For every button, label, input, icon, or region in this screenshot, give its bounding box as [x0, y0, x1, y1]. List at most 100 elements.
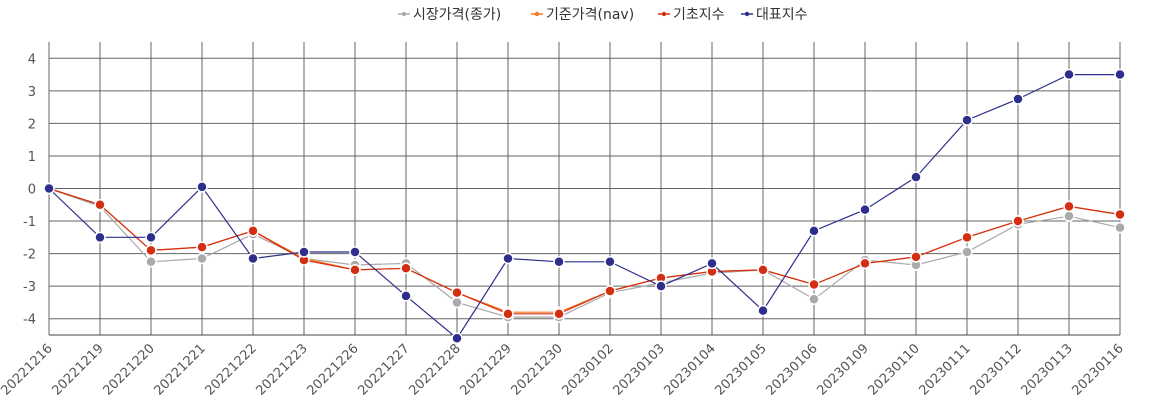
data-point[interactable] — [859, 257, 871, 270]
data-point[interactable] — [247, 252, 259, 265]
data-point[interactable] — [1012, 215, 1024, 227]
x-tick-label: 20230105 — [712, 341, 769, 398]
legend-swatch-dot — [744, 11, 750, 17]
data-point[interactable] — [1114, 221, 1126, 234]
x-tick-label: 20221227 — [355, 341, 412, 398]
data-point[interactable] — [349, 246, 361, 258]
data-point[interactable] — [961, 246, 973, 258]
series-line — [48, 187, 1121, 318]
y-tick-label: 4 — [28, 52, 36, 67]
data-point[interactable] — [451, 332, 463, 345]
data-point[interactable] — [94, 199, 106, 211]
data-point[interactable] — [910, 251, 922, 263]
data-point[interactable] — [145, 231, 157, 244]
x-tick-label: 20221230 — [508, 341, 565, 398]
legend-swatch-dot — [661, 11, 667, 17]
data-point[interactable] — [502, 308, 514, 320]
data-point[interactable] — [1063, 200, 1075, 213]
data-point[interactable] — [196, 241, 208, 253]
x-axis: 2022121620221219202212202022122120221222… — [0, 341, 1127, 398]
data-point[interactable] — [553, 308, 565, 320]
data-point[interactable] — [43, 182, 55, 195]
y-tick-label: 1 — [28, 150, 36, 165]
x-tick-label: 20221216 — [0, 341, 56, 398]
data-point[interactable] — [247, 225, 259, 237]
series-layer — [43, 68, 1126, 345]
legend-swatch-dot — [534, 11, 540, 17]
series-3 — [43, 68, 1126, 345]
data-point[interactable] — [502, 252, 514, 265]
data-point[interactable] — [196, 181, 208, 193]
x-tick-label: 20221219 — [49, 341, 106, 398]
data-point[interactable] — [910, 171, 922, 183]
series-2 — [43, 182, 1126, 320]
data-point[interactable] — [859, 203, 871, 216]
legend-item[interactable]: 기초지수 — [658, 7, 725, 23]
data-point[interactable] — [553, 256, 565, 268]
series-line — [48, 187, 1121, 315]
legend-label: 시장가격(종가) — [413, 7, 501, 23]
data-point[interactable] — [400, 290, 412, 302]
data-point[interactable] — [808, 293, 820, 305]
y-tick-label: -3 — [23, 280, 36, 295]
data-point[interactable] — [961, 114, 973, 126]
data-point[interactable] — [94, 231, 106, 244]
y-tick-label: -1 — [23, 215, 36, 230]
y-tick-label: -4 — [23, 313, 36, 328]
x-tick-label: 20230112 — [967, 341, 1024, 398]
data-point[interactable] — [451, 296, 463, 309]
legend-item[interactable]: 시장가격(종가) — [398, 7, 501, 23]
data-point[interactable] — [604, 256, 616, 268]
legend-label: 기초지수 — [673, 7, 725, 23]
x-tick-label: 20230106 — [763, 341, 820, 398]
data-point[interactable] — [298, 246, 310, 258]
y-tick-label: -2 — [23, 248, 36, 263]
data-point[interactable] — [196, 252, 208, 265]
x-tick-label: 20221222 — [202, 341, 259, 398]
data-point[interactable] — [1012, 93, 1024, 105]
y-tick-label: 2 — [28, 117, 36, 132]
x-tick-label: 20221229 — [457, 341, 514, 398]
data-point[interactable] — [706, 257, 718, 270]
legend-swatch-dot — [401, 11, 407, 17]
data-point[interactable] — [451, 286, 463, 299]
x-tick-label: 20221223 — [253, 341, 310, 398]
data-point[interactable] — [1114, 68, 1126, 81]
legend-item[interactable]: 대표지수 — [741, 7, 808, 23]
series-line — [48, 187, 1121, 313]
data-point[interactable] — [757, 264, 769, 276]
grid — [48, 42, 1121, 336]
x-tick-label: 20221220 — [100, 341, 157, 398]
x-tick-label: 20230102 — [559, 341, 616, 398]
legend-item[interactable]: 기준가격(nav) — [531, 7, 634, 23]
data-point[interactable] — [145, 256, 157, 268]
data-point[interactable] — [757, 304, 769, 317]
data-point[interactable] — [961, 231, 973, 244]
data-point[interactable] — [349, 264, 361, 276]
x-tick-label: 20230113 — [1018, 341, 1075, 398]
data-point[interactable] — [1114, 208, 1126, 221]
data-point[interactable] — [1063, 68, 1075, 81]
data-point[interactable] — [1063, 210, 1075, 222]
legend-label: 기준가격(nav) — [546, 7, 634, 23]
x-tick-label: 20221228 — [406, 341, 463, 398]
y-tick-label: 0 — [28, 183, 36, 198]
data-point[interactable] — [808, 278, 820, 291]
data-point[interactable] — [808, 225, 820, 237]
x-tick-label: 20230110 — [865, 341, 922, 398]
x-tick-label: 20230116 — [1069, 341, 1126, 398]
data-point[interactable] — [604, 285, 616, 297]
x-tick-label: 20230104 — [661, 341, 718, 398]
x-tick-label: 20230111 — [916, 341, 973, 398]
data-point[interactable] — [145, 244, 157, 257]
y-axis: -4 -3 -2 -1 0 1 2 3 4 — [23, 52, 36, 327]
x-tick-label: 20230103 — [610, 341, 667, 398]
data-point[interactable] — [400, 262, 412, 275]
series-line — [48, 73, 1120, 340]
x-tick-label: 20221226 — [304, 341, 361, 398]
legend: 시장가격(종가) 기준가격(nav) 기초지수 대표지수 — [398, 7, 808, 23]
data-point[interactable] — [655, 280, 667, 292]
x-tick-label: 20230109 — [814, 341, 871, 398]
x-tick-label: 20221221 — [151, 341, 208, 398]
